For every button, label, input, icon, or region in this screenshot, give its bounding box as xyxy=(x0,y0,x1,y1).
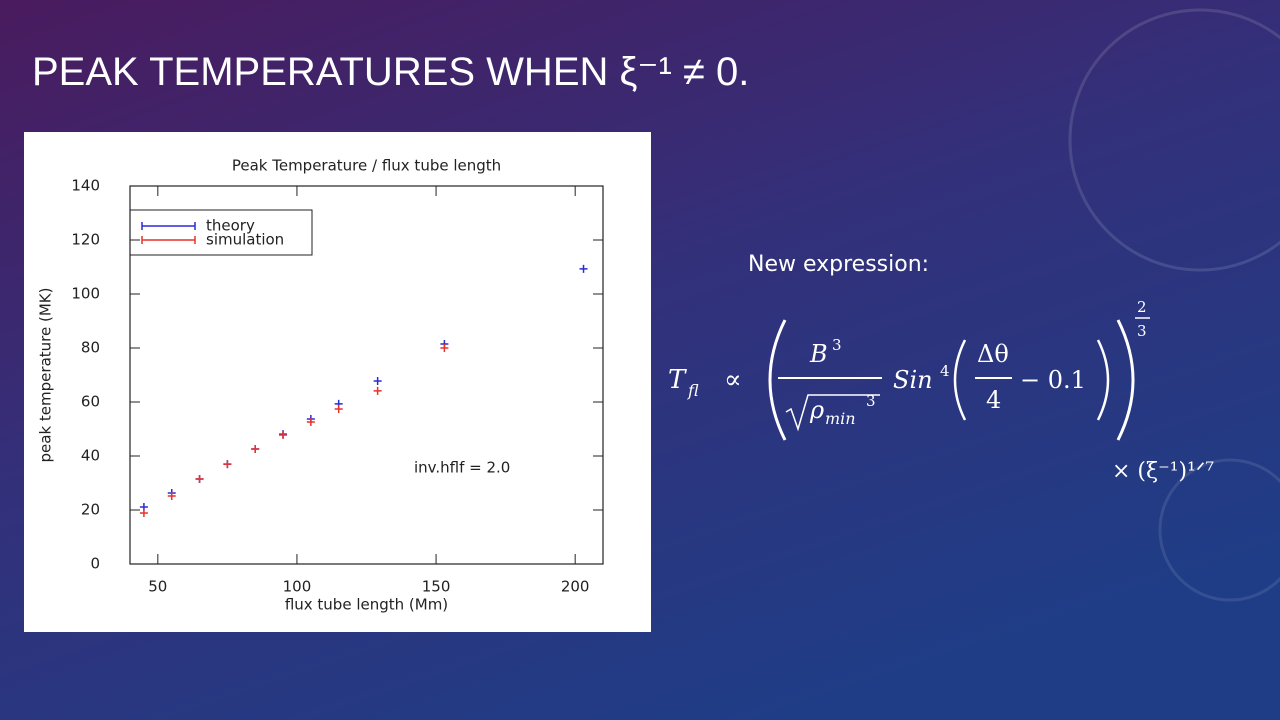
formula-part: × (ξ⁻¹)¹ᐟ⁷ xyxy=(1112,459,1214,484)
slide-title: PEAK TEMPERATURES WHEN ξ⁻¹ ≠ 0. xyxy=(32,50,749,94)
marker xyxy=(440,344,449,352)
chart: Peak Temperature / flux tube length flux … xyxy=(24,132,651,632)
chart-background xyxy=(24,132,651,632)
paren xyxy=(768,319,787,441)
y-axis-label: peak temperature (MK) xyxy=(37,288,55,463)
y-tick-label: 120 xyxy=(71,231,100,249)
deco-circle xyxy=(1068,8,1280,272)
marker xyxy=(279,430,288,439)
legend-label: theory xyxy=(206,217,255,235)
formula-part: 3 xyxy=(1137,322,1147,340)
x-tick-label: 50 xyxy=(148,578,167,596)
x-tick-label: 200 xyxy=(561,578,590,596)
marker xyxy=(139,508,148,517)
formula-label: New expression: xyxy=(748,252,929,277)
formula-part: 2 xyxy=(1137,298,1147,316)
marker xyxy=(251,444,260,453)
formula-part: ρ xyxy=(809,396,824,424)
formula-part: min xyxy=(825,409,856,428)
marker xyxy=(373,376,382,385)
marker xyxy=(223,460,232,469)
y-tick-label: 100 xyxy=(71,285,100,303)
formula-part: 4 xyxy=(940,362,950,380)
legend-label: simulation xyxy=(206,231,284,249)
x-axis-label: flux tube length (Mm) xyxy=(285,596,448,614)
legend-marker xyxy=(141,236,196,244)
sqrt xyxy=(785,394,880,432)
x-tick-label: 100 xyxy=(283,578,312,596)
marker xyxy=(195,474,204,483)
formula: T fl ∝ B 3 ρ min 3 Sin 4 Δθ 4 − 0.1 2 3 … xyxy=(668,298,1214,484)
paren xyxy=(1096,339,1110,421)
paren xyxy=(953,339,967,421)
y-tick-label: 0 xyxy=(90,555,100,573)
marker xyxy=(167,491,176,500)
marker xyxy=(334,405,343,414)
formula-part: − 0.1 xyxy=(1020,366,1086,394)
y-tick-label: 80 xyxy=(81,339,100,357)
y-tick-label: 140 xyxy=(71,177,100,195)
annotation: inv.hflf = 2.0 xyxy=(414,459,510,477)
marker xyxy=(373,386,382,395)
formula-part: 3 xyxy=(866,392,876,410)
deco-circle xyxy=(1158,458,1280,602)
y-tick-label: 40 xyxy=(81,447,100,465)
legend-marker xyxy=(141,222,196,230)
formula-part: T xyxy=(668,365,687,395)
y-tick-label: 20 xyxy=(81,501,100,519)
legend-box xyxy=(129,209,313,256)
formula-part: fl xyxy=(687,381,699,400)
formula-part: Sin xyxy=(893,366,933,394)
formula-part: ∝ xyxy=(724,365,742,395)
marker xyxy=(579,264,588,273)
paren xyxy=(1116,319,1135,441)
marker xyxy=(306,417,315,426)
plot-frame xyxy=(129,185,604,565)
formula-part: 4 xyxy=(986,386,1001,414)
formula-part: 3 xyxy=(832,336,842,354)
formula-part: Δθ xyxy=(977,340,1009,368)
formula-part: B xyxy=(809,340,828,368)
chart-title: Peak Temperature / flux tube length xyxy=(232,157,501,175)
y-tick-label: 60 xyxy=(81,393,100,411)
x-tick-label: 150 xyxy=(422,578,451,596)
